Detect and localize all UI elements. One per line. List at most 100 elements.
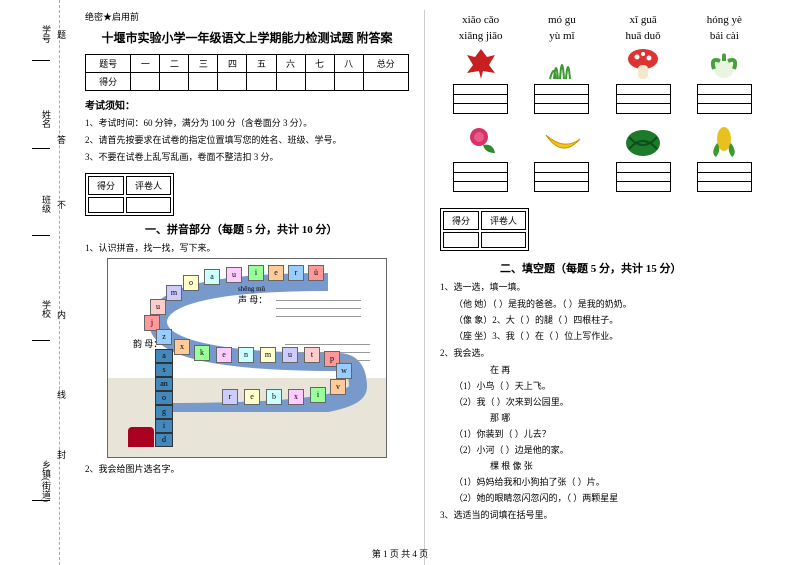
page-columns: 绝密★启用前 十堰市实验小学一年级语文上学期能力检测试题 附答案 题号 一 二 … xyxy=(60,0,800,565)
th: 七 xyxy=(305,55,334,73)
banana-icon xyxy=(539,124,584,160)
th: 八 xyxy=(334,55,363,73)
letter-block: ü xyxy=(308,265,324,281)
maple-leaf-icon xyxy=(458,46,503,82)
pinyin-row: xiǎo cǎo mó gu xī guā hóng yè xyxy=(440,14,765,26)
letter-block: a xyxy=(204,269,220,285)
letter-block: e xyxy=(268,265,284,281)
answer-box[interactable] xyxy=(534,84,589,114)
s2-q2: 2、我会选。 xyxy=(440,346,765,359)
th: 三 xyxy=(189,55,218,73)
letter-block: u xyxy=(150,299,166,315)
letter-block: m xyxy=(166,285,182,301)
right-column: xiǎo cǎo mó gu xī guā hóng yè xiāng jiāo… xyxy=(425,10,780,565)
rose-icon xyxy=(458,124,503,160)
letter-block: i xyxy=(310,387,326,403)
letter-block: w xyxy=(336,363,352,379)
s2-q1: 1、选一选，填一填。 xyxy=(440,280,765,293)
answer-box[interactable] xyxy=(616,84,671,114)
side-label: 乡镇(街道) xyxy=(40,460,53,502)
secret-label: 绝密★启用前 xyxy=(85,10,409,23)
pinyin-train-image: shēng mǔ 声 母： 韵 母： üreiuaomu jzxkenmut p… xyxy=(107,258,387,458)
side-inner: 封 xyxy=(55,450,68,459)
letter-block: u xyxy=(282,347,298,363)
letter-block: e xyxy=(216,347,232,363)
letter-block: z xyxy=(156,329,172,345)
th: 二 xyxy=(160,55,189,73)
letter-block: m xyxy=(260,347,276,363)
letter-block: r xyxy=(288,265,304,281)
letter-block: o xyxy=(183,275,199,291)
s2-q3: 3、选适当的词填在括号里。 xyxy=(440,508,765,521)
icons-row xyxy=(440,124,765,160)
q2: 2、我会给图片选名字。 xyxy=(85,462,409,475)
answers-row xyxy=(440,162,765,192)
letter-block: b xyxy=(266,389,282,405)
section1-title: 一、拼音部分（每题 5 分，共计 10 分） xyxy=(145,221,409,237)
letter-block: u xyxy=(226,267,242,283)
score-table: 题号 一 二 三 四 五 六 七 八 总分 得分 xyxy=(85,54,409,91)
side-inner: 题 xyxy=(55,30,68,39)
letter-block: k xyxy=(194,345,210,361)
answer-box[interactable] xyxy=(697,84,752,114)
side-inner: 内 xyxy=(55,310,68,319)
th: 总分 xyxy=(363,55,408,73)
side-labels: 学号 姓名 班级 学校 乡镇(街道) 题 答 不 内 线 封 xyxy=(0,0,60,565)
train-car: an xyxy=(155,377,173,391)
answer-box[interactable] xyxy=(453,84,508,114)
letter-block: r xyxy=(222,389,238,405)
score-box: 得分评卷人 xyxy=(440,208,529,251)
answer-box[interactable] xyxy=(534,162,589,192)
letter-block: v xyxy=(330,379,346,395)
th: 五 xyxy=(247,55,276,73)
th: 题号 xyxy=(86,55,131,73)
th: 六 xyxy=(276,55,305,73)
notice-item: 2、请首先按要求在试卷的指定位置填写您的姓名、班级、学号。 xyxy=(85,133,409,146)
letter-block: t xyxy=(304,347,320,363)
letter-block: e xyxy=(244,389,260,405)
watermelon-icon xyxy=(621,124,666,160)
section2-title: 二、填空题（每题 5 分，共计 15 分） xyxy=(500,260,765,276)
side-label: 学号 xyxy=(40,25,53,43)
th: 四 xyxy=(218,55,247,73)
letter-block: i xyxy=(248,265,264,281)
answers-row xyxy=(440,84,765,114)
train-car: o xyxy=(155,391,173,405)
train-car: d xyxy=(155,433,173,447)
icons-row xyxy=(440,46,765,82)
side-label: 姓名 xyxy=(40,110,53,128)
page-title: 十堰市实验小学一年级语文上学期能力检测试题 附答案 xyxy=(85,29,409,46)
pinyin-row: xiāng jiāo yù mǐ huā duǒ bái cài xyxy=(440,30,765,42)
locomotive-icon xyxy=(128,427,154,447)
cabbage-icon xyxy=(702,46,747,82)
side-label: 学校 xyxy=(40,300,53,318)
train-car: g xyxy=(155,405,173,419)
notice-item: 1、考试时间：60 分钟，满分为 100 分（含卷面分 3 分）。 xyxy=(85,116,409,129)
train-car: i xyxy=(155,419,173,433)
letter-block: x xyxy=(288,389,304,405)
grass-icon xyxy=(539,46,584,82)
train-car: a xyxy=(155,349,173,363)
notice-title: 考试须知： xyxy=(85,97,409,112)
train-icon: asanogid xyxy=(128,349,173,447)
side-inner: 线 xyxy=(55,390,68,399)
corn-icon xyxy=(702,124,747,160)
side-inner: 不 xyxy=(55,200,68,209)
side-label: 班级 xyxy=(40,195,53,213)
answer-box[interactable] xyxy=(616,162,671,192)
th: 一 xyxy=(131,55,160,73)
mushroom-icon xyxy=(621,46,666,82)
left-column: 绝密★启用前 十堰市实验小学一年级语文上学期能力检测试题 附答案 题号 一 二 … xyxy=(70,10,425,565)
q1: 1、认识拼音，找一找，写下来。 xyxy=(85,241,409,254)
notice-item: 3、不要在试卷上乱写乱画，卷面不整洁扣 3 分。 xyxy=(85,150,409,163)
sheng-label: 声 母： xyxy=(238,295,267,305)
page-footer: 第 1 页 共 4 页 xyxy=(0,547,800,560)
letter-block: n xyxy=(238,347,254,363)
side-inner: 答 xyxy=(55,135,68,144)
train-car: s xyxy=(155,363,173,377)
td: 得分 xyxy=(86,73,131,91)
letter-block: x xyxy=(174,339,190,355)
score-box: 得分评卷人 xyxy=(85,173,174,216)
answer-box[interactable] xyxy=(453,162,508,192)
answer-box[interactable] xyxy=(697,162,752,192)
